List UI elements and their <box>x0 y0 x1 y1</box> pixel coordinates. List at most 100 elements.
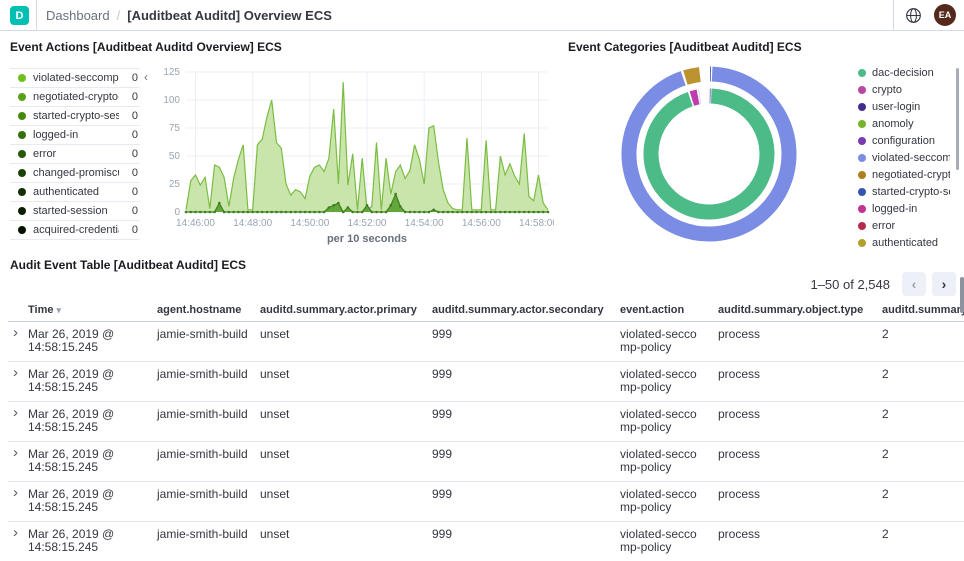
sort-desc-icon: ▾ <box>56 305 62 315</box>
table-row: › Mar 26, 2019 @ 14:58:15.245 jamie-smit… <box>8 362 964 402</box>
row-expand-icon[interactable]: › <box>13 484 18 501</box>
category-label: authenticated <box>872 236 939 249</box>
series-label: started-crypto-sessi… <box>33 110 119 122</box>
row-expand-icon[interactable]: › <box>13 444 18 461</box>
category-color-dot <box>858 136 866 145</box>
column-header-summary: auditd.summary <box>882 304 964 316</box>
category-color-dot <box>858 68 866 77</box>
svg-text:per 10 seconds: per 10 seconds <box>327 233 407 245</box>
cell-object-type: process <box>718 367 761 381</box>
event-categories-legend-item[interactable]: started-crypto-se… <box>858 183 950 200</box>
svg-text:14:50:00: 14:50:00 <box>290 218 329 229</box>
event-actions-panel-title: Event Actions [Auditbeat Auditd Overview… <box>10 40 282 54</box>
series-value: 0 <box>131 148 138 160</box>
event-categories-legend-item[interactable]: dac-decision <box>858 64 950 81</box>
svg-text:75: 75 <box>169 123 181 134</box>
legend-collapse-icon[interactable]: ‹ <box>144 70 148 84</box>
category-color-dot <box>858 85 866 94</box>
cell-object-type: process <box>718 527 761 541</box>
cell-time: Mar 26, 2019 @ 14:58:15.245 <box>28 327 115 354</box>
audit-event-table-panel: Audit Event Table [Auditbeat Auditd] ECS… <box>8 255 964 561</box>
event-categories-legend-item[interactable]: authenticated <box>858 234 950 251</box>
breadcrumb: Dashboard / [Auditbeat Auditd] Overview … <box>46 0 332 30</box>
cell-event-action: violated-seccomp-policy <box>620 527 697 554</box>
legend-scrollbar[interactable] <box>956 68 959 170</box>
row-expand-icon[interactable]: › <box>13 404 18 421</box>
event-actions-legend-item[interactable]: logged-in 0 <box>10 126 140 145</box>
column-header-secondary: auditd.summary.actor.secondary <box>432 304 604 316</box>
event-actions-legend-item[interactable]: authenticated 0 <box>10 183 140 202</box>
cell-agent-hostname: jamie-smith-build <box>157 447 248 461</box>
cell-actor-secondary: 999 <box>432 327 453 341</box>
event-categories-legend-item[interactable]: negotiated-crypto… <box>858 166 950 183</box>
category-color-dot <box>858 153 866 162</box>
event-categories-legend-item[interactable]: configuration <box>858 132 950 149</box>
globe-icon[interactable] <box>905 7 922 24</box>
user-avatar[interactable]: EA <box>934 4 956 26</box>
cell-time: Mar 26, 2019 @ 14:58:15.245 <box>28 447 115 474</box>
pagination-range-label: 1–50 of 2,548 <box>810 276 890 292</box>
table-scrollbar[interactable] <box>960 277 964 313</box>
cell-object-type: process <box>718 327 761 341</box>
pagination-prev-button[interactable]: ‹ <box>902 272 926 296</box>
category-label: user-login <box>872 100 921 113</box>
category-color-dot <box>858 221 866 230</box>
cell-time: Mar 26, 2019 @ 14:58:15.245 <box>28 367 115 394</box>
event-actions-legend-item[interactable]: started-session 0 <box>10 202 140 221</box>
column-header-hostname: agent.hostname <box>157 304 242 316</box>
row-expand-icon[interactable]: › <box>13 524 18 541</box>
cell-actor-secondary: 999 <box>432 407 453 421</box>
category-label: dac-decision <box>872 66 934 79</box>
category-label: violated-seccomp… <box>872 151 950 164</box>
cell-summary: 2 <box>882 487 889 501</box>
cell-actor-primary: unset <box>260 407 290 421</box>
series-value: 0 <box>131 205 138 217</box>
category-color-dot <box>858 102 866 111</box>
pagination-next-button[interactable]: › <box>932 272 956 296</box>
cell-agent-hostname: jamie-smith-build <box>157 527 248 541</box>
cell-summary: 2 <box>882 527 889 541</box>
cell-actor-secondary: 999 <box>432 487 453 501</box>
breadcrumb-dashboard-link[interactable]: Dashboard <box>46 7 110 23</box>
cell-time: Mar 26, 2019 @ 14:58:15.245 <box>28 527 115 554</box>
series-label: authenticated <box>33 186 100 198</box>
event-actions-legend-item[interactable]: violated-seccomp-p… 0 <box>10 69 140 88</box>
cell-object-type: process <box>718 407 761 421</box>
cell-actor-primary: unset <box>260 527 290 541</box>
category-color-dot <box>858 170 866 179</box>
event-actions-legend-item[interactable]: negotiated-crypto-key 0 <box>10 88 140 107</box>
row-expand-icon[interactable]: › <box>13 324 18 341</box>
event-categories-legend-item[interactable]: anomoly <box>858 115 950 132</box>
cell-event-action: violated-seccomp-policy <box>620 407 697 434</box>
breadcrumb-separator: / <box>116 7 121 23</box>
event-categories-legend-item[interactable]: violated-seccomp… <box>858 149 950 166</box>
series-value: 0 <box>131 167 138 179</box>
series-label: changed-promiscuo… <box>33 167 119 179</box>
event-actions-legend-item[interactable]: changed-promiscuo… 0 <box>10 164 140 183</box>
series-color-dot <box>18 93 26 101</box>
column-header-type: auditd.summary.object.type <box>718 304 864 316</box>
cell-object-type: process <box>718 487 761 501</box>
event-categories-legend-item[interactable]: error <box>858 217 950 234</box>
page-title: [Auditbeat Auditd] Overview ECS <box>127 7 332 23</box>
row-expand-icon[interactable]: › <box>13 364 18 381</box>
event-actions-legend-item[interactable]: error 0 <box>10 145 140 164</box>
event-categories-legend-item[interactable]: logged-in <box>858 200 950 217</box>
series-color-dot <box>18 188 26 196</box>
series-label: violated-seccomp-p… <box>33 72 119 84</box>
column-header-time[interactable]: Time ▾ <box>28 304 62 316</box>
cell-agent-hostname: jamie-smith-build <box>157 407 248 421</box>
table-pagination: 1–50 of 2,548 ‹ › <box>810 272 956 296</box>
event-actions-legend-item[interactable]: acquired-credentials 0 <box>10 221 140 240</box>
category-label: crypto <box>872 83 902 96</box>
cell-summary: 2 <box>882 367 889 381</box>
category-label: negotiated-crypto… <box>872 168 950 181</box>
event-categories-legend-item[interactable]: crypto <box>858 81 950 98</box>
event-categories-legend-item[interactable]: user-login <box>858 98 950 115</box>
series-color-dot <box>18 131 26 139</box>
svg-text:14:52:00: 14:52:00 <box>348 218 387 229</box>
table-row: › Mar 26, 2019 @ 14:58:15.245 jamie-smit… <box>8 322 964 362</box>
app-logo[interactable]: D <box>10 6 29 25</box>
event-actions-legend-item[interactable]: started-crypto-sessi… 0 <box>10 107 140 126</box>
series-value: 0 <box>131 72 138 84</box>
